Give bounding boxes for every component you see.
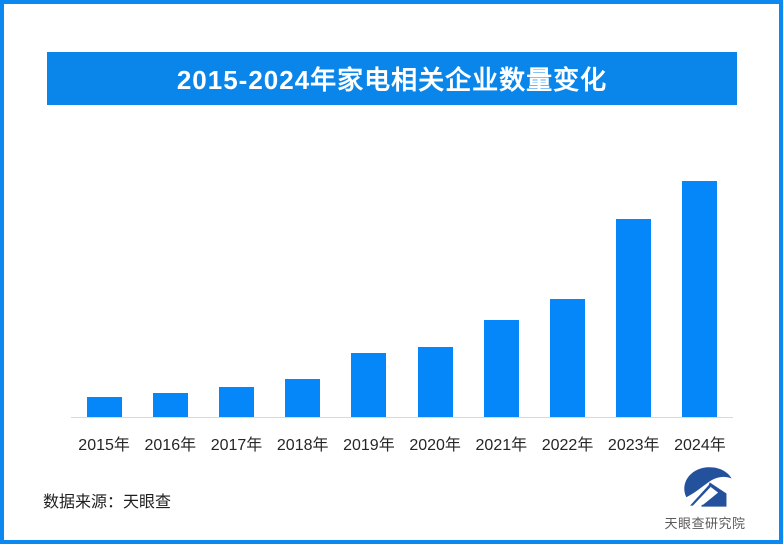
bar-column-2023年 [601, 150, 667, 417]
bar-2015年 [86, 396, 122, 417]
x-axis-line [71, 417, 733, 418]
x-tick-label-2023年: 2023年 [607, 437, 660, 454]
x-tick-label-2016年: 2016年 [144, 437, 197, 454]
bar-column-2016年 [137, 150, 203, 417]
x-tick-label-2024年: 2024年 [674, 437, 726, 454]
bar-column-2019年 [336, 150, 402, 417]
chart-title-banner: 2015-2024年家电相关企业数量变化 [47, 52, 737, 105]
bar-chart: 2015年 2016年 2017年 2018年 2019年 2020年 2021年 2022年… [71, 150, 733, 454]
bar-2024年 [682, 181, 718, 417]
bar-2018年 [285, 379, 321, 417]
bars-area [71, 150, 733, 417]
x-tick-label-2021年: 2021年 [475, 437, 528, 454]
x-axis-labels: 2015年 2016年 2017年 2018年 2019年 2020年 2021年 2022年… [71, 418, 733, 455]
bar-column-2024年 [667, 150, 733, 417]
bar-2019年 [351, 353, 387, 417]
data-source-label: 数据来源：天眼查 [43, 494, 172, 511]
bar-2023年 [616, 219, 652, 417]
bar-column-2017年 [203, 150, 269, 417]
tianyancha-logo-icon [684, 467, 732, 507]
bar-2022年 [550, 299, 586, 417]
x-tick-label-2018年: 2018年 [276, 437, 329, 454]
x-tick-label-2022年: 2022年 [541, 437, 594, 454]
chart-title: 2015-2024年家电相关企业数量变化 [176, 65, 608, 95]
bar-2021年 [483, 320, 519, 417]
bar-column-2022年 [534, 150, 600, 417]
bar-column-2021年 [468, 150, 534, 417]
bar-2017年 [219, 387, 254, 417]
bar-column-2018年 [270, 150, 336, 417]
bar-2020年 [417, 346, 453, 417]
x-tick-label-2015年: 2015年 [78, 437, 130, 454]
x-tick-label-2019年: 2019年 [343, 437, 395, 454]
bar-column-2020年 [402, 150, 468, 417]
brand-logo-block: 天眼查研究院 [662, 464, 748, 532]
x-tick-label-2020年: 2020年 [409, 437, 461, 454]
brand-name: 天眼查研究院 [664, 516, 746, 531]
bar-2016年 [152, 392, 188, 417]
x-tick-label-2017年: 2017年 [210, 437, 263, 454]
bar-column-2015年 [71, 150, 137, 417]
